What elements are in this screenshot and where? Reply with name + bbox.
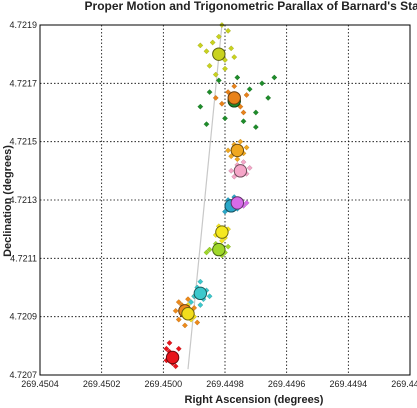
y-tick-label: 4.7209 — [9, 312, 37, 322]
y-tick-label: 4.7217 — [9, 78, 37, 88]
mean-position-marker — [212, 242, 226, 257]
data-point — [175, 316, 182, 323]
data-point — [259, 80, 265, 87]
data-point — [175, 299, 182, 305]
data-point — [191, 305, 198, 311]
data-point — [203, 121, 210, 128]
data-point — [194, 319, 201, 326]
data-point — [271, 74, 278, 81]
data-point — [246, 165, 253, 171]
data-point — [203, 249, 210, 256]
data-point — [219, 237, 225, 244]
x-tick-label: 269.4496 — [268, 379, 306, 389]
data-point — [231, 54, 238, 60]
y-tick-label: 4.7207 — [9, 370, 37, 380]
data-point — [225, 147, 231, 154]
data-point — [209, 39, 216, 46]
data-point — [197, 278, 204, 285]
mean-position-marker — [227, 91, 241, 105]
x-tick-label: 269.4492 — [391, 379, 417, 389]
data-point — [212, 71, 219, 78]
data-point — [206, 62, 213, 69]
data-point — [206, 293, 213, 300]
data-point — [231, 83, 238, 90]
data-point — [243, 200, 250, 206]
data-point — [172, 363, 179, 370]
data-point — [219, 100, 225, 107]
data-point — [246, 86, 253, 93]
data-point — [212, 95, 219, 101]
data-point — [240, 118, 247, 125]
mean-position-marker — [230, 143, 245, 158]
data-point — [206, 246, 213, 253]
data-point — [228, 167, 235, 174]
data-point — [243, 144, 250, 151]
mean-position-marker — [165, 350, 180, 365]
data-point — [234, 156, 241, 163]
x-tick-label: 269.4504 — [21, 379, 59, 389]
data-point — [252, 124, 259, 130]
data-point — [243, 92, 250, 98]
x-tick-label: 269.4498 — [206, 379, 244, 389]
y-axis-label: Declination (degrees) — [2, 145, 14, 257]
data-point — [265, 95, 272, 101]
y-tick-label: 4.7211 — [10, 253, 37, 263]
x-tick-label: 269.4494 — [330, 379, 368, 389]
data-point — [163, 345, 170, 352]
chart-title: Proper Motion and Trigonometric Parallax… — [85, 0, 417, 13]
data-point — [237, 138, 244, 145]
grid-lines — [40, 25, 410, 375]
y-tick-label: 4.7215 — [9, 137, 37, 147]
x-tick-labels: 269.4504 269.4502 269.4500 269.4498 269.4496… — [21, 379, 417, 389]
mean-position-marker — [181, 307, 195, 321]
y-tick-label: 4.7219 — [9, 20, 37, 30]
data-point — [197, 302, 204, 308]
data-point — [197, 42, 204, 49]
data-point — [206, 89, 213, 95]
data-point — [215, 77, 222, 84]
data-point — [222, 65, 228, 72]
data-point — [203, 48, 210, 55]
plot-frame — [39, 24, 411, 376]
data-point — [225, 27, 231, 34]
mean-position-marker — [230, 196, 245, 210]
data-point — [172, 307, 179, 314]
mean-position-marker — [212, 47, 226, 61]
data-point — [175, 345, 182, 352]
y-tick-labels: 4.7207 4.7209 4.7211 4.7213 4.7215 4.7217 4.72… — [9, 20, 37, 380]
x-tick-label: 269.4500 — [145, 379, 183, 389]
y-tick-label: 4.7213 — [9, 195, 37, 205]
data-point — [228, 45, 235, 52]
data-points — [163, 22, 278, 370]
data-point — [225, 243, 231, 250]
data-point — [215, 33, 222, 40]
data-point — [252, 109, 259, 116]
data-point — [222, 115, 228, 122]
x-tick-label: 269.4502 — [83, 379, 121, 389]
data-point — [240, 159, 247, 165]
data-point — [185, 296, 191, 303]
mean-position-marker — [215, 225, 229, 239]
data-point — [234, 74, 241, 81]
data-point — [197, 103, 204, 110]
data-point — [182, 322, 188, 329]
data-point — [240, 109, 247, 116]
data-point — [166, 340, 173, 346]
mean-position-marker — [193, 286, 208, 301]
x-axis-label: Right Ascension (degrees) — [185, 394, 324, 406]
mean-position-marker — [233, 164, 248, 178]
data-point — [188, 299, 194, 305]
